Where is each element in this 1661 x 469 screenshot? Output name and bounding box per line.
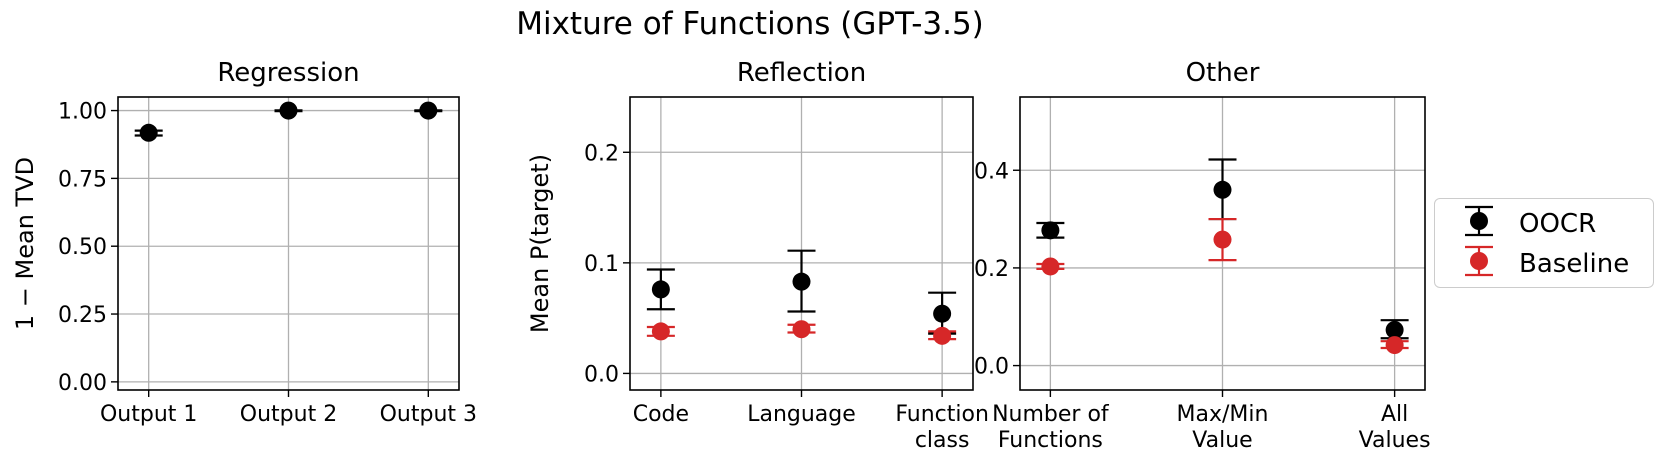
data-point-oocr: [1041, 221, 1060, 240]
y-tick-label: 0.2: [974, 257, 1009, 282]
data-point-oocr: [792, 272, 811, 291]
legend: OOCR Baseline: [1434, 198, 1654, 288]
legend-marker-oocr: [1465, 205, 1493, 237]
x-tick-label: Number of: [992, 402, 1110, 427]
x-tick-label: Function: [895, 402, 989, 427]
y-tick-label: 0.4: [974, 159, 1009, 184]
y-tick-label: 0.0: [974, 355, 1009, 380]
y-tick-label: 0.25: [58, 303, 107, 328]
data-point-oocr: [279, 101, 298, 120]
data-point-oocr: [1385, 320, 1404, 339]
y-tick-label: 0.1: [584, 252, 619, 277]
x-tick-label: class: [915, 428, 970, 453]
data-point-baseline: [651, 322, 670, 341]
panel-title: Other: [1186, 58, 1260, 88]
panel-title: Reflection: [737, 58, 866, 88]
x-tick-label: Language: [747, 402, 856, 427]
data-point-baseline: [1213, 230, 1232, 249]
legend-item-oocr: OOCR: [1435, 205, 1653, 245]
data-point-oocr: [139, 123, 158, 142]
x-tick-label: Output 2: [240, 402, 337, 427]
data-point-oocr: [651, 280, 670, 299]
x-tick-label: Functions: [998, 428, 1103, 453]
x-tick-label: All: [1381, 402, 1408, 427]
y-tick-label: 0.00: [58, 371, 107, 396]
figure-title: Mixture of Functions (GPT-3.5): [516, 6, 984, 42]
legend-item-baseline: Baseline: [1435, 245, 1653, 285]
data-point-baseline: [933, 326, 952, 345]
x-tick-label: Values: [1359, 428, 1431, 453]
data-point-oocr: [933, 304, 952, 323]
data-point-baseline: [1041, 257, 1060, 276]
panel-title: Regression: [217, 58, 359, 88]
y-axis-label: 1 − Mean TVD: [11, 157, 39, 330]
y-axis-label: Mean P(target): [526, 154, 554, 333]
x-tick-label: Code: [633, 402, 689, 427]
legend-label-baseline: Baseline: [1519, 249, 1630, 279]
x-tick-label: Output 1: [100, 402, 197, 427]
y-tick-label: 1.00: [58, 100, 107, 125]
data-point-baseline: [792, 320, 811, 339]
y-tick-label: 0.2: [584, 141, 619, 166]
x-tick-label: Output 3: [380, 402, 477, 427]
y-tick-label: 0.50: [58, 235, 107, 260]
data-point-oocr: [419, 101, 438, 120]
y-tick-label: 0.0: [584, 362, 619, 387]
y-tick-label: 0.75: [58, 167, 107, 192]
legend-label-oocr: OOCR: [1519, 209, 1597, 239]
data-point-baseline: [1385, 336, 1404, 355]
data-point-oocr: [1213, 180, 1232, 199]
legend-marker-baseline: [1465, 245, 1493, 277]
x-tick-label: Value: [1192, 428, 1252, 453]
x-tick-label: Max/Min: [1177, 402, 1269, 427]
